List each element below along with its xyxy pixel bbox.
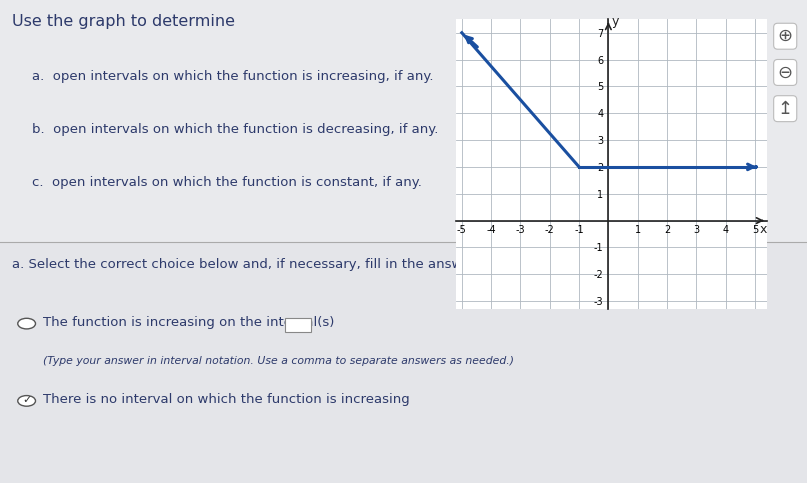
Text: Use the graph to determine: Use the graph to determine [12,14,235,29]
Text: a.  open intervals on which the function is increasing, if any.: a. open intervals on which the function … [32,70,434,83]
Circle shape [18,396,36,406]
Text: ⊖: ⊖ [778,63,792,82]
Text: a. Select the correct choice below and, if necessary, fill in the answer box to : a. Select the correct choice below and, … [12,258,671,271]
Text: x: x [759,223,767,236]
Circle shape [18,318,36,329]
Text: (Type your answer in interval notation. Use a comma to separate answers as neede: (Type your answer in interval notation. … [43,356,514,367]
Text: • • •: • • • [487,287,513,297]
Text: ✓: ✓ [22,395,31,405]
Text: The function is increasing on the interval(s): The function is increasing on the interv… [43,316,334,329]
FancyBboxPatch shape [285,318,311,332]
FancyBboxPatch shape [0,242,807,483]
Text: ↥: ↥ [778,99,792,118]
Text: ⊕: ⊕ [778,27,792,45]
Text: y: y [611,15,618,28]
Text: b.  open intervals on which the function is decreasing, if any.: b. open intervals on which the function … [32,123,439,136]
Text: c.  open intervals on which the function is constant, if any.: c. open intervals on which the function … [32,176,422,189]
Text: There is no interval on which the function is increasing: There is no interval on which the functi… [43,394,409,406]
